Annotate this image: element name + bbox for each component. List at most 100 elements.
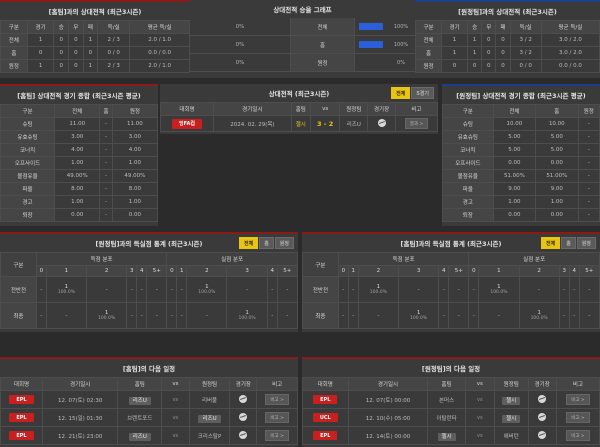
table-header-row: 구분 경기 승 무 패 득/실 평균 득/실: [0, 20, 190, 34]
tab-전체[interactable]: 전체: [540, 237, 561, 249]
bucket-header: 0: [166, 265, 178, 277]
away-team[interactable]: 리즈U: [339, 115, 369, 132]
tab-전체[interactable]: 전체: [238, 237, 259, 249]
away-team[interactable]: 리버풀: [188, 390, 231, 409]
bucket-header: 3: [226, 265, 268, 277]
schedule-row[interactable]: EPL 12. 07(토) 00:00 본머스 vs 첼시 비고 >: [302, 390, 600, 409]
table-cell: 0: [495, 46, 511, 60]
schedule-row[interactable]: EPL 12. 07(토) 02:30 리즈U vs 리버풀 비고 >: [0, 390, 298, 409]
note-button[interactable]: 비고 >: [256, 408, 298, 427]
column-header: 경기: [441, 20, 469, 34]
home-team[interactable]: 첼시: [427, 426, 466, 445]
away-team[interactable]: 에버턴: [493, 426, 529, 445]
panel-title: 상대전적 승율 그래프: [273, 6, 332, 14]
competition-badge[interactable]: EPL: [0, 426, 43, 445]
h2h-tab-group[interactable]: 전체 5경기: [391, 87, 434, 99]
table-row: 원정 0 0 0 0 0 / 0 0.0 / 0.0: [414, 59, 600, 73]
panel-title: [홈팀] 상대전적 경기 종합 (최근3시즌 평균): [17, 92, 141, 100]
stadium-icon[interactable]: [527, 426, 557, 445]
tab-전체[interactable]: 전체: [391, 87, 411, 99]
table-cell: 1: [467, 33, 483, 47]
home-team[interactable]: 첼시: [290, 115, 311, 132]
away-team[interactable]: 리즈U: [188, 408, 231, 427]
away-team[interactable]: 첼시: [493, 390, 529, 409]
table-row: 볼점유율 51.00% 51.00% -: [442, 169, 600, 183]
column-header: 홈: [99, 104, 113, 118]
table-row: 슈팅 10.00 10.00-: [442, 117, 600, 131]
table-cell: 9.00: [492, 182, 537, 196]
note-button[interactable]: 비고 >: [555, 408, 600, 427]
bucket-header: 3: [397, 265, 440, 277]
competition-badge[interactable]: UCL: [302, 408, 349, 427]
panel-away-head-to-head: [원정팀]과의 상대전적 (최근3시즌) 구분 경기 승 무 패 득/실 평균 득/실 전체…: [414, 0, 600, 78]
column-header: 실점 분포: [166, 252, 298, 266]
table-cell: 5.00: [492, 143, 537, 157]
goal-stats-tab-group[interactable]: 전체 홈 원정: [238, 237, 294, 249]
table-cell: 0: [26, 46, 55, 60]
distribution-cell: -: [448, 302, 470, 329]
home-team[interactable]: 본머스: [427, 390, 466, 409]
note-button[interactable]: 비고 >: [256, 426, 298, 445]
bucket-header: 5+: [146, 265, 168, 277]
home-team[interactable]: 브렌트포드: [117, 408, 163, 427]
match-datetime: 12. 10(수) 05:00: [347, 408, 429, 427]
goal-stats-tab-group[interactable]: 전체 홈 원정: [540, 237, 596, 249]
schedule-row[interactable]: UCL 12. 10(수) 05:00 아탈란타 vs 첼시 비고 >: [302, 408, 600, 427]
panel-title: [원정팀] 상대전적 경기 종합 (최근3시즌 평균): [456, 92, 586, 100]
note-button[interactable]: 비고 >: [555, 426, 600, 445]
tab-홈[interactable]: 홈: [259, 237, 274, 249]
table-cell: -: [577, 208, 600, 222]
distribution-cell: -: [337, 276, 349, 303]
panel-title: [홈팀]과의 상대전적 (최근3시즌): [48, 8, 142, 16]
tab-원정[interactable]: 원정: [274, 237, 294, 249]
competition-badge[interactable]: EPL: [0, 408, 43, 427]
competition-badge[interactable]: EPL: [302, 426, 349, 445]
schedule-row[interactable]: EPL 12. 21(토) 23:00 리즈U vs 크리스탈P 비고 >: [0, 426, 298, 445]
column-header: 원정: [577, 104, 600, 118]
column-header: 승: [53, 20, 70, 34]
bucket-header: 2: [518, 265, 560, 277]
note-button[interactable]: 비고 >: [256, 390, 298, 409]
table-row: 코너킥 5.00 5.00-: [442, 143, 600, 157]
stadium-icon[interactable]: [229, 408, 258, 427]
match-datetime: 2024. 02. 29(목): [213, 115, 292, 132]
table-cell: -: [99, 156, 113, 170]
distribution-cell: -: [568, 276, 580, 303]
tab-5경기[interactable]: 5경기: [411, 87, 434, 99]
stadium-icon[interactable]: [367, 115, 396, 132]
vs-label: vs: [464, 408, 495, 427]
column-header: 비고: [394, 102, 439, 116]
row-label: 전반전: [302, 276, 339, 303]
home-team[interactable]: 리즈U: [117, 426, 163, 445]
home-team[interactable]: 아탈란타: [427, 408, 466, 427]
tab-홈[interactable]: 홈: [561, 237, 576, 249]
home-team[interactable]: 리즈U: [117, 390, 163, 409]
schedule-row[interactable]: EPL 12. 14(토) 00:00 첼시 vs 에버턴 비고 >: [302, 426, 600, 445]
away-goal-stats-table: 구분 득점 분포 실점 분포 0 1 2 3 4 5+ 0 1 2 3 4 5+ 전반전 -1 100.0% - -…: [0, 252, 299, 329]
bar-percent: 100%: [393, 41, 409, 48]
row-label: 유효슈팅: [0, 130, 56, 144]
table-header-row: 구분 전체 홈 원정: [442, 104, 600, 118]
table-cell: 0: [495, 59, 511, 73]
match-row[interactable]: 잉FA컵 2024. 02. 29(목) 첼시 3 - 2 리즈U 결과 >: [159, 115, 439, 132]
table-cell: 11.00: [111, 117, 159, 131]
schedule-row[interactable]: EPL 12. 15(일) 01:30 브렌트포드 vs 리즈U 비고 >: [0, 408, 298, 427]
table-row: 파울 8.00-8.00: [0, 182, 159, 196]
stadium-icon[interactable]: [527, 390, 557, 409]
result-button[interactable]: 결과 >: [394, 115, 439, 132]
distribution-cell: -: [126, 276, 138, 303]
stadium-icon[interactable]: [229, 426, 258, 445]
competition-badge[interactable]: 잉FA컵: [159, 115, 215, 132]
away-team[interactable]: 첼시: [493, 408, 529, 427]
competition-badge[interactable]: EPL: [0, 390, 43, 409]
column-header: 경기장: [367, 102, 396, 116]
away-team[interactable]: 크리스탈P: [188, 426, 231, 445]
table-cell: 8.00: [54, 182, 101, 196]
competition-badge[interactable]: EPL: [302, 390, 349, 409]
stadium-icon[interactable]: [527, 408, 557, 427]
panel-home-head-to-head: [홈팀]과의 상대전적 (최근3시즌) 구분 경기 승 무 패 득/실 평균 득/실 전체 1…: [0, 0, 190, 78]
note-button[interactable]: 비고 >: [555, 390, 600, 409]
stadium-icon[interactable]: [229, 390, 258, 409]
tab-원정[interactable]: 원정: [576, 237, 596, 249]
